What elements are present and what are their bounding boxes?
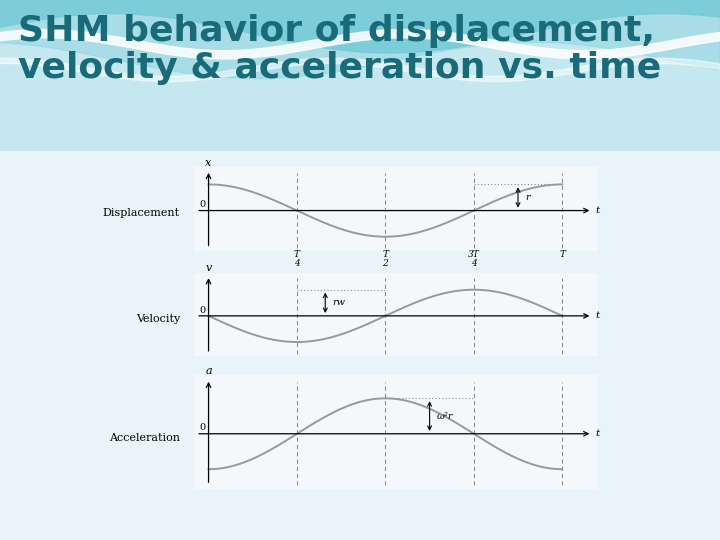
Text: x: x [205,158,212,168]
Text: t: t [596,429,600,438]
Text: T
4: T 4 [294,251,300,268]
Text: 0: 0 [199,423,205,432]
Text: T
2: T 2 [382,251,388,268]
Text: t: t [596,206,600,215]
Text: SHM behavior of displacement,: SHM behavior of displacement, [18,14,655,48]
Text: 0: 0 [199,200,205,209]
Text: Displacement: Displacement [103,208,180,219]
Text: a: a [205,366,212,376]
Text: Acceleration: Acceleration [109,433,180,443]
Text: velocity & acceleration vs. time: velocity & acceleration vs. time [18,51,661,85]
Text: r: r [525,193,530,202]
Text: t: t [596,312,600,320]
Text: 3T
4: 3T 4 [468,251,480,268]
Text: ω²r: ω²r [436,411,453,421]
Text: Velocity: Velocity [136,314,180,324]
Text: rw: rw [333,298,346,307]
Text: 0: 0 [199,306,205,314]
Text: v: v [205,264,212,273]
Text: T: T [559,251,565,259]
